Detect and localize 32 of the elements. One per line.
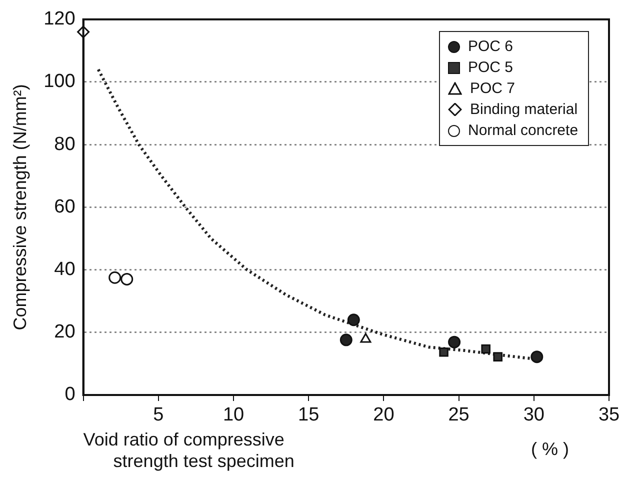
point (120, 272, 134, 286)
point (493, 352, 502, 362)
x-axis-title: Void ratio of compressive strength test specimen (83, 430, 294, 472)
point (108, 271, 122, 284)
point (340, 334, 352, 346)
point (530, 350, 544, 364)
y-tick-label: 40 (54, 259, 76, 280)
y-tick-label: 60 (54, 196, 76, 218)
legend-label: Normal concrete (468, 122, 578, 140)
x-tick-label: 10 (222, 404, 244, 426)
y-tick-label: 100 (44, 71, 76, 92)
y-tick-label: 120 (44, 8, 76, 30)
point (360, 333, 372, 343)
legend-label: POC 5 (468, 59, 514, 76)
point (439, 347, 448, 357)
y-tick-label: 0 (64, 384, 76, 406)
point (347, 314, 360, 326)
x-tick-label: 5 (153, 404, 164, 426)
y-tick-label: 80 (54, 134, 76, 155)
y-axis-title: Compressive strength (N/mm²) (10, 84, 30, 330)
point (481, 344, 490, 354)
x-tick-label: 25 (448, 404, 470, 426)
x-tick-label: 20 (373, 404, 394, 426)
x-tick-label: 30 (523, 404, 544, 426)
x-tick-label: 35 (598, 404, 620, 426)
x-tick-label: 15 (298, 404, 320, 426)
y-tick-label: 20 (54, 322, 76, 343)
text: ( % ) (531, 439, 569, 460)
point (448, 336, 461, 348)
legend-label: Binding material (470, 101, 578, 118)
legend-label: POC 7 (470, 80, 516, 98)
legend-label: POC 6 (468, 38, 514, 56)
